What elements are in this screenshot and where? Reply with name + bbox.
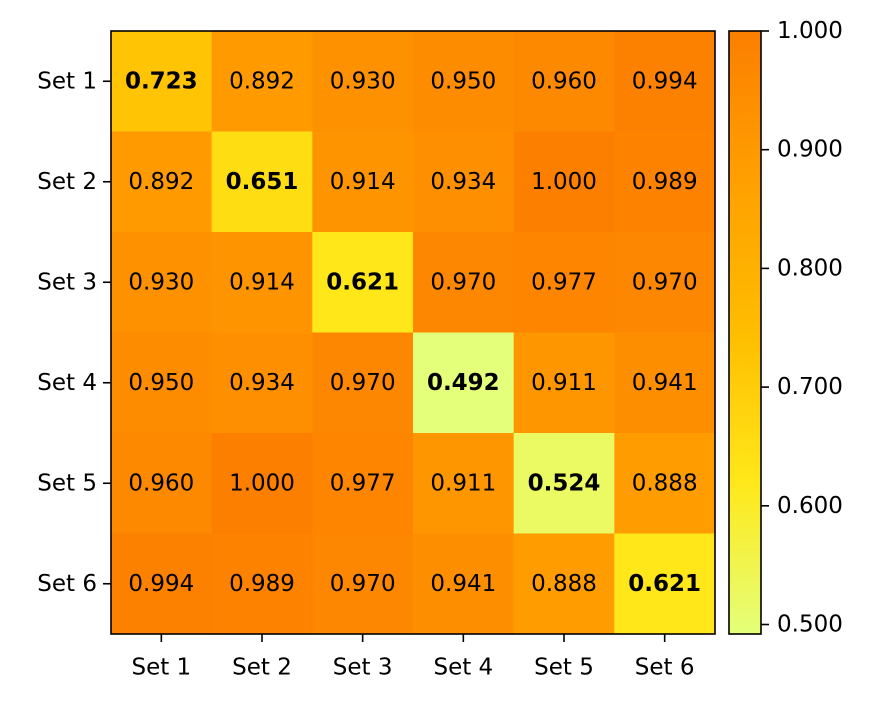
heatmap-cell	[312, 332, 414, 434]
heatmap-cell	[413, 533, 515, 635]
heatmap-cell	[211, 131, 313, 233]
colorbar-tick-label: 0.700	[777, 374, 843, 400]
heatmap-cell	[111, 232, 213, 333]
cell-value-label: 0.960	[531, 68, 597, 94]
x-tick-label: Set 2	[232, 655, 292, 681]
cell-value-label: 0.914	[330, 169, 396, 195]
cell-value-label: 0.524	[528, 470, 601, 496]
heatmap-cell	[614, 31, 716, 132]
heatmap-cell	[413, 232, 515, 333]
colorbar-tick-labels: 0.500 0.600 0.700 0.800 0.900 1.000	[761, 18, 843, 638]
colorbar-tick-label: 0.500	[777, 612, 843, 638]
y-axis-tick-labels: Set 1 Set 2 Set 3 Set 4 Set 5 Set 6	[37, 68, 111, 597]
colorbar	[728, 30, 762, 635]
x-axis-tick-labels: Set 1 Set 2 Set 3 Set 4 Set 5 Set 6	[131, 634, 695, 681]
heatmap-cell	[111, 131, 213, 233]
cell-value-label: 0.941	[632, 370, 698, 396]
heatmap-cell	[211, 31, 313, 132]
colorbar-tick-label: 0.600	[777, 493, 843, 519]
cell-value-label: 0.492	[427, 370, 500, 396]
heatmap-cell	[312, 433, 414, 534]
x-tick-label: Set 6	[635, 655, 695, 681]
colorbar-tick-label: 1.000	[777, 18, 843, 44]
cell-value-label: 0.994	[128, 571, 194, 597]
colorbar-tick-label: 0.900	[777, 137, 843, 163]
cell-value-label: 0.977	[330, 470, 396, 496]
cell-value-label: 0.960	[128, 470, 194, 496]
cell-value-label: 0.892	[128, 169, 194, 195]
heatmap-cell	[513, 332, 615, 434]
heatmap-cell	[614, 232, 716, 333]
heatmap-cell	[614, 433, 716, 534]
heatmap-cell	[211, 433, 313, 534]
heatmap-cell	[413, 433, 515, 534]
cell-value-label: 0.934	[430, 169, 496, 195]
heatmap-cell	[111, 533, 213, 635]
x-tick-label: Set 4	[433, 655, 493, 681]
cell-value-label: 0.970	[632, 269, 698, 295]
cell-value-label: 0.977	[531, 269, 597, 295]
cell-value-label: 1.000	[229, 470, 295, 496]
heatmap-cell	[211, 332, 313, 434]
colorbar-tick-label: 0.800	[777, 255, 843, 281]
cell-value-label: 0.914	[229, 269, 295, 295]
heatmap-cell	[413, 131, 515, 233]
heatmap-cell	[312, 533, 414, 635]
heatmap-cell	[211, 232, 313, 333]
cell-value-label: 0.651	[226, 169, 299, 195]
cell-value-label: 0.970	[330, 571, 396, 597]
heatmap-cells: 0.723 0.892 0.930 0.950 0.960 0.994 0.892 0.651…	[111, 31, 716, 635]
heatmap-cell	[312, 31, 414, 132]
y-tick-label: Set 5	[37, 470, 97, 496]
y-tick-label: Set 4	[37, 370, 97, 396]
cell-value-label: 0.930	[330, 68, 396, 94]
cell-value-label: 0.989	[632, 169, 698, 195]
y-tick-label: Set 3	[37, 269, 97, 295]
x-tick-label: Set 1	[131, 655, 191, 681]
heatmap-cell	[513, 131, 615, 233]
x-tick-label: Set 3	[333, 655, 393, 681]
heatmap-cell	[513, 533, 615, 635]
y-tick-label: Set 6	[37, 571, 97, 597]
cell-value-label: 0.934	[229, 370, 295, 396]
heatmap-cell	[513, 232, 615, 333]
heatmap-cell	[413, 332, 515, 434]
heatmap-cell	[312, 131, 414, 233]
cell-value-label: 0.930	[128, 269, 194, 295]
cell-value-label: 0.950	[128, 370, 194, 396]
heatmap-cell	[614, 131, 716, 233]
heatmap-cell	[513, 433, 615, 534]
heatmap-cell	[211, 533, 313, 635]
heatmap-cell	[111, 332, 213, 434]
y-tick-label: Set 1	[37, 68, 97, 94]
cell-value-label: 0.950	[430, 68, 496, 94]
cell-value-label: 0.911	[430, 470, 496, 496]
heatmap-cell	[513, 31, 615, 132]
cell-value-label: 0.621	[326, 269, 399, 295]
heatmap-cell	[614, 332, 716, 434]
cell-value-label: 0.970	[330, 370, 396, 396]
cell-value-label: 0.911	[531, 370, 597, 396]
cell-value-label: 1.000	[531, 169, 597, 195]
cell-value-label: 0.888	[632, 470, 698, 496]
plot-frame	[110, 30, 716, 635]
heatmap-cell	[312, 232, 414, 333]
heatmap-cell	[614, 533, 716, 635]
y-tick-label: Set 2	[37, 169, 97, 195]
cell-value-label: 0.989	[229, 571, 295, 597]
cell-value-label: 0.994	[632, 68, 698, 94]
cell-value-label: 0.892	[229, 68, 295, 94]
cell-value-label: 0.888	[531, 571, 597, 597]
heatmap-cell	[413, 31, 515, 132]
x-tick-label: Set 5	[534, 655, 594, 681]
cell-value-label: 0.723	[125, 68, 198, 94]
cell-value-label: 0.970	[430, 269, 496, 295]
cell-value-label: 0.941	[430, 571, 496, 597]
heatmap-cell	[111, 433, 213, 534]
heatmap-cell	[111, 31, 213, 132]
cell-value-label: 0.621	[628, 571, 701, 597]
